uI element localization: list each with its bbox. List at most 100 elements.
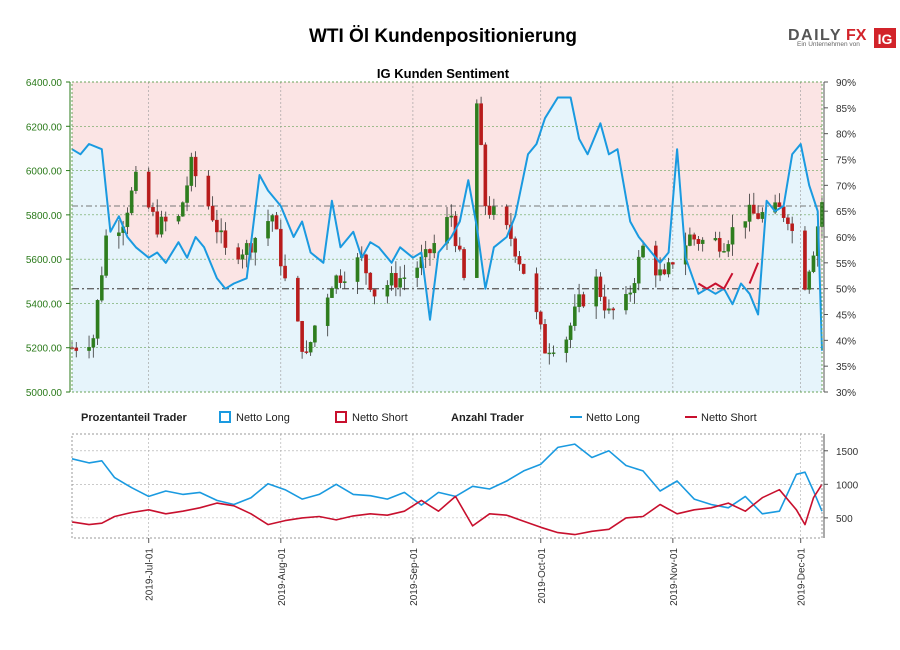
date-axis: 2019-Jul-01 2019-Aug-01 2019-Sep-01 2019-Oc… <box>145 538 808 606</box>
candle-body <box>475 103 479 278</box>
candle-body <box>385 285 390 297</box>
sentiment-tick-label: 50% <box>836 285 856 296</box>
candle-body <box>296 277 300 322</box>
sentiment-tick-label: 65% <box>836 207 856 218</box>
candle-body <box>394 272 398 288</box>
candle-body <box>338 275 343 283</box>
candle-body <box>743 221 748 228</box>
candle-body <box>104 235 108 276</box>
candle-body <box>521 263 526 274</box>
candle-body <box>330 288 334 298</box>
legend-short-swatch-icon <box>335 411 347 423</box>
candle-body <box>803 230 807 290</box>
candle-body <box>325 297 330 327</box>
candle-body <box>206 175 211 207</box>
price-tick-label: 5000.00 <box>26 388 63 399</box>
date-tick-label: 2019-Oct-01 <box>537 548 548 604</box>
candle-body <box>483 144 488 207</box>
candle-body <box>253 237 258 253</box>
candle-body <box>752 204 756 214</box>
candle-body <box>308 342 313 353</box>
chart-subtitle: IG Kunden Sentiment <box>377 66 510 81</box>
candle-body <box>717 238 722 252</box>
candle-body <box>428 249 432 254</box>
candle-body <box>244 243 249 255</box>
sentiment-tick-label: 35% <box>836 362 856 373</box>
candle-body <box>368 272 373 290</box>
candle-body <box>534 273 539 313</box>
legend-percent-heading: Prozentanteil Trader <box>81 412 187 424</box>
candle-body <box>756 213 760 219</box>
candle-body <box>688 234 692 246</box>
candle-body <box>807 271 812 290</box>
candle-body <box>240 254 245 260</box>
candle-body <box>415 267 419 278</box>
candle-body <box>100 275 104 301</box>
candle-body <box>543 324 547 354</box>
candle-body <box>666 262 671 275</box>
candle-body <box>155 211 160 235</box>
sentiment-tick-label: 75% <box>836 156 856 167</box>
candle-body <box>95 300 100 339</box>
sentiment-lines <box>71 96 823 351</box>
candle-body <box>423 249 428 258</box>
count-plot-frame <box>71 433 823 539</box>
candle-body <box>713 238 718 241</box>
candle-body <box>457 245 462 250</box>
candle-body <box>607 308 611 311</box>
candle-body <box>747 204 752 222</box>
candle-body <box>91 338 96 348</box>
date-tick-label: 2019-Nov-01 <box>669 548 680 606</box>
candle-body <box>279 228 283 267</box>
candle-body <box>658 269 662 276</box>
legend-count-short: Netto Short <box>701 412 757 424</box>
candle-body <box>573 306 577 326</box>
candle-body <box>449 215 454 218</box>
sentiment-long-line <box>71 96 823 351</box>
date-tick-label: 2019-Jul-01 <box>145 548 156 601</box>
count-lines <box>71 443 823 536</box>
legend: Prozentanteil Trader Netto Long Netto Sh… <box>81 411 757 424</box>
count-tick-label: 500 <box>836 514 853 525</box>
candle-body <box>624 294 628 311</box>
candle-body <box>538 311 543 325</box>
candle-body <box>389 272 394 286</box>
logo-tagline: Ein Unternehmen von <box>797 41 860 48</box>
candle-body <box>223 230 228 248</box>
candle-body <box>402 277 407 279</box>
candle-body <box>215 219 219 233</box>
logo-brand-right: FX <box>846 27 867 44</box>
candle-body <box>641 245 645 258</box>
candle-body <box>313 325 317 343</box>
candle-body <box>547 352 552 355</box>
candle-body <box>564 339 569 353</box>
sentiment-tick-label: 60% <box>836 233 856 244</box>
candle-body <box>577 294 581 307</box>
count-tick-label: 1000 <box>836 480 859 491</box>
price-sentiment-plot: 5000.00 5200.00 5400.00 5600.00 5800.00 6000.… <box>26 78 856 399</box>
candle-body <box>479 103 483 146</box>
candle-body <box>568 325 573 340</box>
candle-body <box>364 254 368 274</box>
candle-body <box>117 232 121 236</box>
candle-body <box>185 185 189 203</box>
candle-body <box>598 276 603 298</box>
sentiment-axis: 30% 35% 40% 45% 50% 55% 60% 65% 70% 75% 80% 85% 90% <box>823 78 856 399</box>
candle-body <box>266 221 270 239</box>
logo-brand-left: DAILY <box>788 27 842 44</box>
candle-body <box>159 216 164 235</box>
sentiment-tick-label: 45% <box>836 311 856 322</box>
candle-body <box>355 257 360 282</box>
candle-body <box>636 256 641 284</box>
candle-body <box>726 244 731 252</box>
candle-body <box>632 283 637 294</box>
candle-body <box>513 238 517 257</box>
candle-body <box>700 239 705 244</box>
candle-body <box>189 156 194 186</box>
candle-body <box>777 202 782 208</box>
price-tick-label: 5200.00 <box>26 344 63 355</box>
candle-body <box>628 292 633 295</box>
candle-body <box>611 308 615 311</box>
legend-percent-short: Netto Short <box>352 412 408 424</box>
candle-body <box>398 278 402 288</box>
